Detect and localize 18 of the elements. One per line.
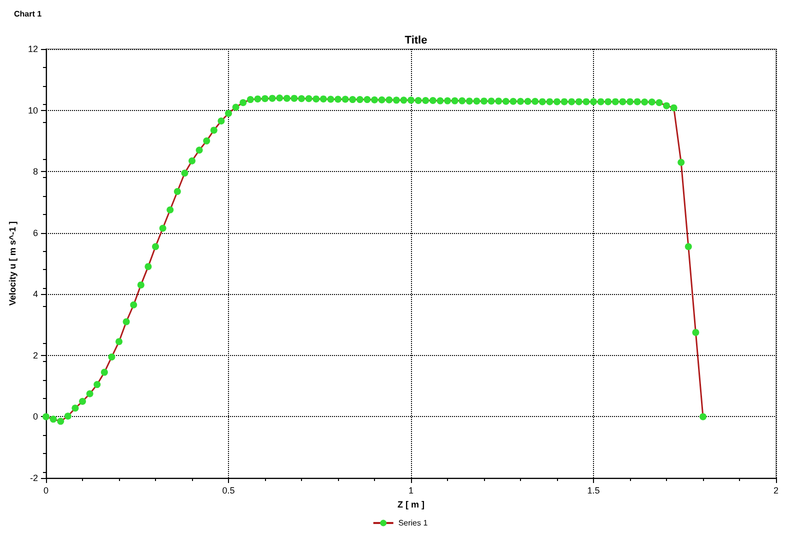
y-tick-label: 4 [32,289,38,300]
y-tick-label: 8 [32,166,38,177]
x-tick-label: 1 [408,486,414,496]
caption: Chart 1 [14,10,42,18]
x-axis-title: Z [ m ] [398,500,424,510]
y-tick-label: 2 [32,350,38,360]
legend-label: Series 1 [398,518,428,528]
y-tick-label: 0 [32,412,38,422]
y-axis-title: Velocity u [ m s^-1 ] [8,221,18,306]
y-tick-label: 12 [28,44,38,54]
y-tick-label: -2 [30,473,38,483]
y-tick-label: 10 [28,105,38,116]
x-tick-label: 0 [43,486,49,496]
x-tick-label: 1.5 [587,486,600,496]
y-tick-label: 6 [32,228,38,238]
x-tick-label: 0.5 [222,486,235,496]
x-tick-label: 2 [773,486,779,496]
chart-title: Title [404,34,428,46]
